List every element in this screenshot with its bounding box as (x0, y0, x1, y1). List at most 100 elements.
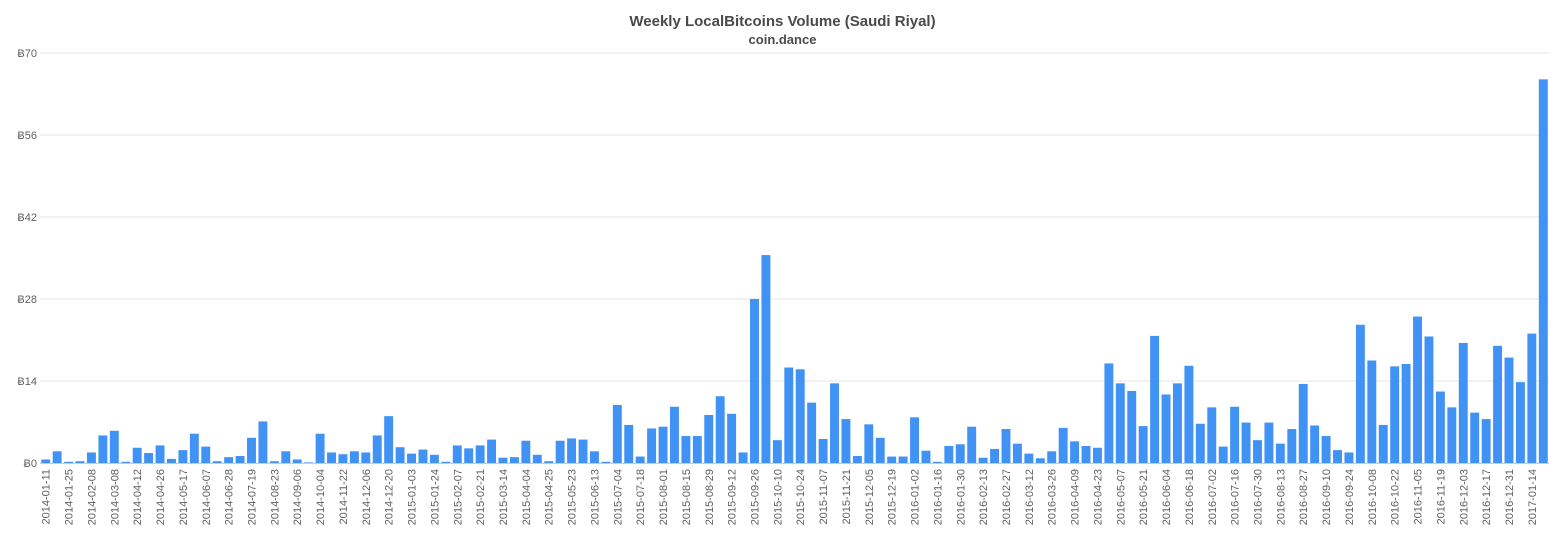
bar[interactable] (544, 461, 554, 463)
bar[interactable] (441, 461, 451, 463)
bar[interactable] (852, 455, 862, 463)
bar[interactable] (292, 459, 302, 463)
bar[interactable] (407, 453, 416, 463)
bar[interactable] (1012, 443, 1022, 463)
bar[interactable] (1401, 364, 1411, 463)
bar[interactable] (978, 457, 988, 463)
bar[interactable] (258, 421, 268, 463)
bar[interactable] (658, 426, 668, 463)
bar[interactable] (761, 255, 771, 463)
bar[interactable] (464, 448, 474, 463)
bar[interactable] (692, 436, 702, 463)
bar[interactable] (1218, 446, 1228, 463)
bar[interactable] (750, 299, 759, 463)
bar[interactable] (1458, 342, 1468, 463)
bar[interactable] (932, 461, 942, 463)
bar[interactable] (1070, 441, 1080, 463)
bar[interactable] (1413, 316, 1422, 463)
bar[interactable] (990, 448, 1000, 463)
bar[interactable] (1298, 383, 1308, 463)
bar[interactable] (1058, 427, 1068, 463)
bar[interactable] (635, 456, 645, 463)
bar[interactable] (670, 406, 679, 463)
bar[interactable] (64, 461, 74, 463)
bar[interactable] (624, 424, 634, 463)
bar[interactable] (578, 439, 588, 463)
bar[interactable] (281, 451, 291, 463)
bar[interactable] (155, 445, 165, 463)
bar[interactable] (864, 424, 874, 463)
bar[interactable] (875, 437, 885, 463)
bar[interactable] (1527, 333, 1537, 463)
bar[interactable] (178, 450, 188, 463)
bar[interactable] (1184, 365, 1194, 463)
bar[interactable] (612, 405, 622, 463)
bar[interactable] (1001, 429, 1011, 463)
bar[interactable] (418, 449, 428, 463)
bar[interactable] (1138, 426, 1148, 463)
bar[interactable] (1207, 407, 1217, 463)
bar[interactable] (1493, 345, 1503, 463)
bar[interactable] (429, 454, 439, 463)
bar[interactable] (1470, 412, 1480, 463)
bar[interactable] (372, 435, 382, 463)
bar[interactable] (1104, 363, 1114, 463)
bar[interactable] (1035, 458, 1045, 463)
bar[interactable] (167, 458, 176, 463)
bar[interactable] (1264, 422, 1274, 463)
bar[interactable] (269, 461, 279, 463)
bar[interactable] (1275, 443, 1285, 463)
bar[interactable] (1241, 422, 1251, 463)
bar[interactable] (841, 419, 851, 463)
bar[interactable] (1538, 79, 1548, 464)
bar[interactable] (41, 459, 51, 463)
bar[interactable] (315, 433, 325, 463)
bar[interactable] (1310, 425, 1320, 463)
bar[interactable] (532, 454, 542, 463)
bar[interactable] (944, 446, 954, 463)
bar[interactable] (1378, 424, 1388, 463)
bar[interactable] (772, 440, 782, 463)
bar[interactable] (475, 445, 485, 463)
bar[interactable] (1161, 394, 1171, 463)
bar[interactable] (1230, 406, 1240, 463)
bar[interactable] (189, 433, 199, 463)
bar[interactable] (487, 439, 497, 463)
bar[interactable] (349, 451, 359, 463)
bar[interactable] (235, 455, 245, 463)
bar[interactable] (1390, 366, 1400, 463)
bar[interactable] (910, 417, 919, 463)
bar[interactable] (647, 428, 657, 463)
bar[interactable] (1367, 360, 1377, 464)
bar[interactable] (132, 447, 142, 463)
bar[interactable] (1024, 453, 1034, 463)
bar[interactable] (304, 462, 314, 463)
bar[interactable] (807, 402, 817, 463)
bar[interactable] (1447, 407, 1457, 463)
bar[interactable] (715, 396, 725, 463)
bar[interactable] (1173, 383, 1182, 463)
bar[interactable] (1115, 383, 1125, 463)
bar[interactable] (1321, 436, 1331, 463)
bar[interactable] (1092, 447, 1102, 463)
bar[interactable] (704, 414, 714, 463)
bar[interactable] (1424, 336, 1434, 463)
bar[interactable] (567, 438, 577, 463)
bar[interactable] (384, 416, 394, 463)
bar[interactable] (601, 461, 611, 463)
bar[interactable] (224, 457, 234, 463)
bar[interactable] (1047, 451, 1057, 463)
bar[interactable] (1127, 390, 1137, 463)
bar[interactable] (898, 456, 908, 463)
bar[interactable] (509, 457, 519, 463)
bar[interactable] (121, 461, 131, 463)
bar[interactable] (589, 451, 599, 463)
bar[interactable] (1253, 440, 1262, 463)
bar[interactable] (52, 451, 62, 463)
bar[interactable] (1195, 423, 1205, 463)
bar[interactable] (1344, 452, 1354, 463)
bar[interactable] (498, 457, 508, 463)
bar[interactable] (98, 435, 108, 463)
bar[interactable] (887, 456, 897, 463)
bar[interactable] (738, 452, 748, 463)
